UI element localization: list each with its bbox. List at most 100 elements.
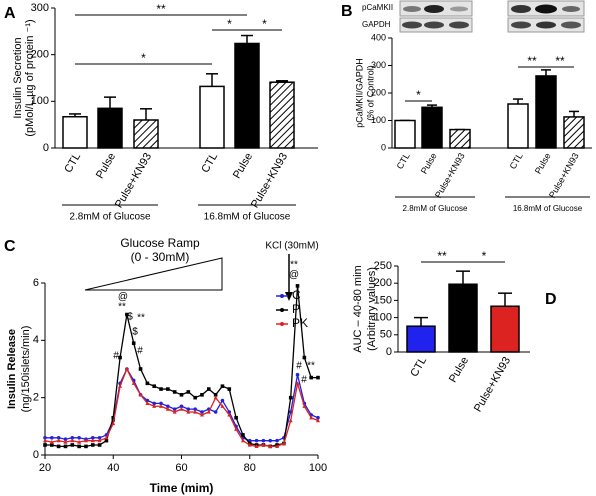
x-tick-label: Pulse (94, 151, 118, 181)
y-tick-label: 400 (371, 32, 386, 42)
point (166, 404, 170, 409)
point (288, 418, 293, 423)
point (261, 438, 266, 443)
point (288, 395, 293, 400)
group-label: 16.8mM of Glucose (204, 212, 291, 223)
blot-band (561, 21, 581, 29)
point (172, 390, 177, 394)
y-tick-label: 0 (386, 346, 392, 358)
group-label: 16.8mM of Glucose (513, 204, 583, 213)
significance-label: * (262, 17, 267, 31)
y-tick-label: 100 (371, 115, 386, 125)
x-tick-label: Pulse+KN93 (249, 151, 290, 210)
point (56, 438, 61, 443)
blot-band (535, 4, 557, 14)
point (145, 401, 150, 405)
point (70, 443, 75, 447)
y-tick-label: 4 (33, 334, 39, 346)
x-tick-label: 40 (107, 462, 119, 474)
point (166, 387, 170, 391)
y-tick-label: 250 (374, 260, 392, 272)
annotation: ** (137, 313, 145, 324)
x-axis-label: Time (mim) (150, 481, 214, 495)
blot-label: pCaMKII (362, 3, 393, 12)
panel-letter: D (545, 291, 557, 308)
point (193, 409, 198, 414)
bar (199, 85, 225, 149)
y-tick-label: 0 (33, 449, 39, 461)
bar (490, 305, 520, 353)
point (234, 427, 239, 431)
panel-letter: C (4, 238, 16, 255)
point (193, 395, 197, 400)
x-tick-label: 20 (39, 462, 51, 474)
point (295, 284, 300, 288)
y-tick-label: 0 (43, 142, 49, 154)
point (43, 438, 47, 443)
x-tick-label: CTL (408, 355, 429, 379)
annotation: ** (118, 302, 126, 313)
bar (563, 116, 585, 149)
annotation: # (113, 351, 119, 362)
bar (394, 119, 416, 149)
point (84, 444, 88, 449)
blot-band (562, 6, 580, 12)
point (316, 418, 320, 423)
annotation: ** (307, 361, 315, 372)
y-tick-label: 150 (374, 294, 392, 306)
annotation: ** (290, 260, 298, 271)
point (316, 375, 320, 380)
point (63, 444, 68, 449)
blot-band (450, 6, 468, 12)
point (200, 410, 204, 414)
point (295, 372, 300, 377)
point (302, 404, 307, 408)
point (309, 415, 314, 420)
blot-label: GAPDH (362, 20, 391, 29)
point (227, 387, 232, 391)
point (104, 435, 109, 440)
point (213, 395, 218, 400)
point (70, 436, 75, 440)
blot-band (402, 21, 422, 29)
point (172, 409, 177, 414)
point (118, 384, 123, 388)
x-tick-label: Pulse (231, 151, 255, 181)
y-tick-label: 100 (374, 312, 392, 324)
point (186, 409, 191, 414)
y-tick-label: 200 (374, 277, 392, 289)
legend-swatch (280, 322, 284, 326)
x-tick-label: Pulse+KN93 (547, 151, 581, 200)
bar (97, 107, 123, 149)
point (295, 381, 300, 385)
bar (234, 42, 260, 149)
point (118, 355, 122, 360)
point (50, 436, 54, 440)
point (254, 444, 259, 448)
bar (449, 128, 471, 149)
point (159, 401, 163, 406)
bar (507, 103, 529, 149)
point (275, 438, 279, 443)
y-axis-label: pCaMKII/GAPDH (354, 58, 364, 128)
y-tick-label: 100 (31, 95, 49, 107)
point (77, 436, 81, 440)
y-axis-label: Insulin Secretion (12, 37, 24, 118)
significance-label: ** (437, 249, 447, 263)
point (186, 407, 191, 411)
point (63, 439, 68, 444)
x-tick-label: 80 (244, 462, 256, 474)
point (83, 438, 88, 443)
point (56, 444, 61, 449)
x-tick-label: Pulse (419, 151, 439, 175)
annotation: $ (132, 327, 138, 338)
significance-label: * (416, 88, 421, 102)
point (193, 407, 197, 411)
glucose-ramp (84, 257, 223, 291)
blot-images (399, 0, 585, 33)
x-tick-label: Pulse+KN93 (472, 355, 513, 414)
significance-label: ** (527, 54, 537, 68)
y-tick-label: 200 (31, 49, 49, 61)
point (63, 437, 68, 442)
